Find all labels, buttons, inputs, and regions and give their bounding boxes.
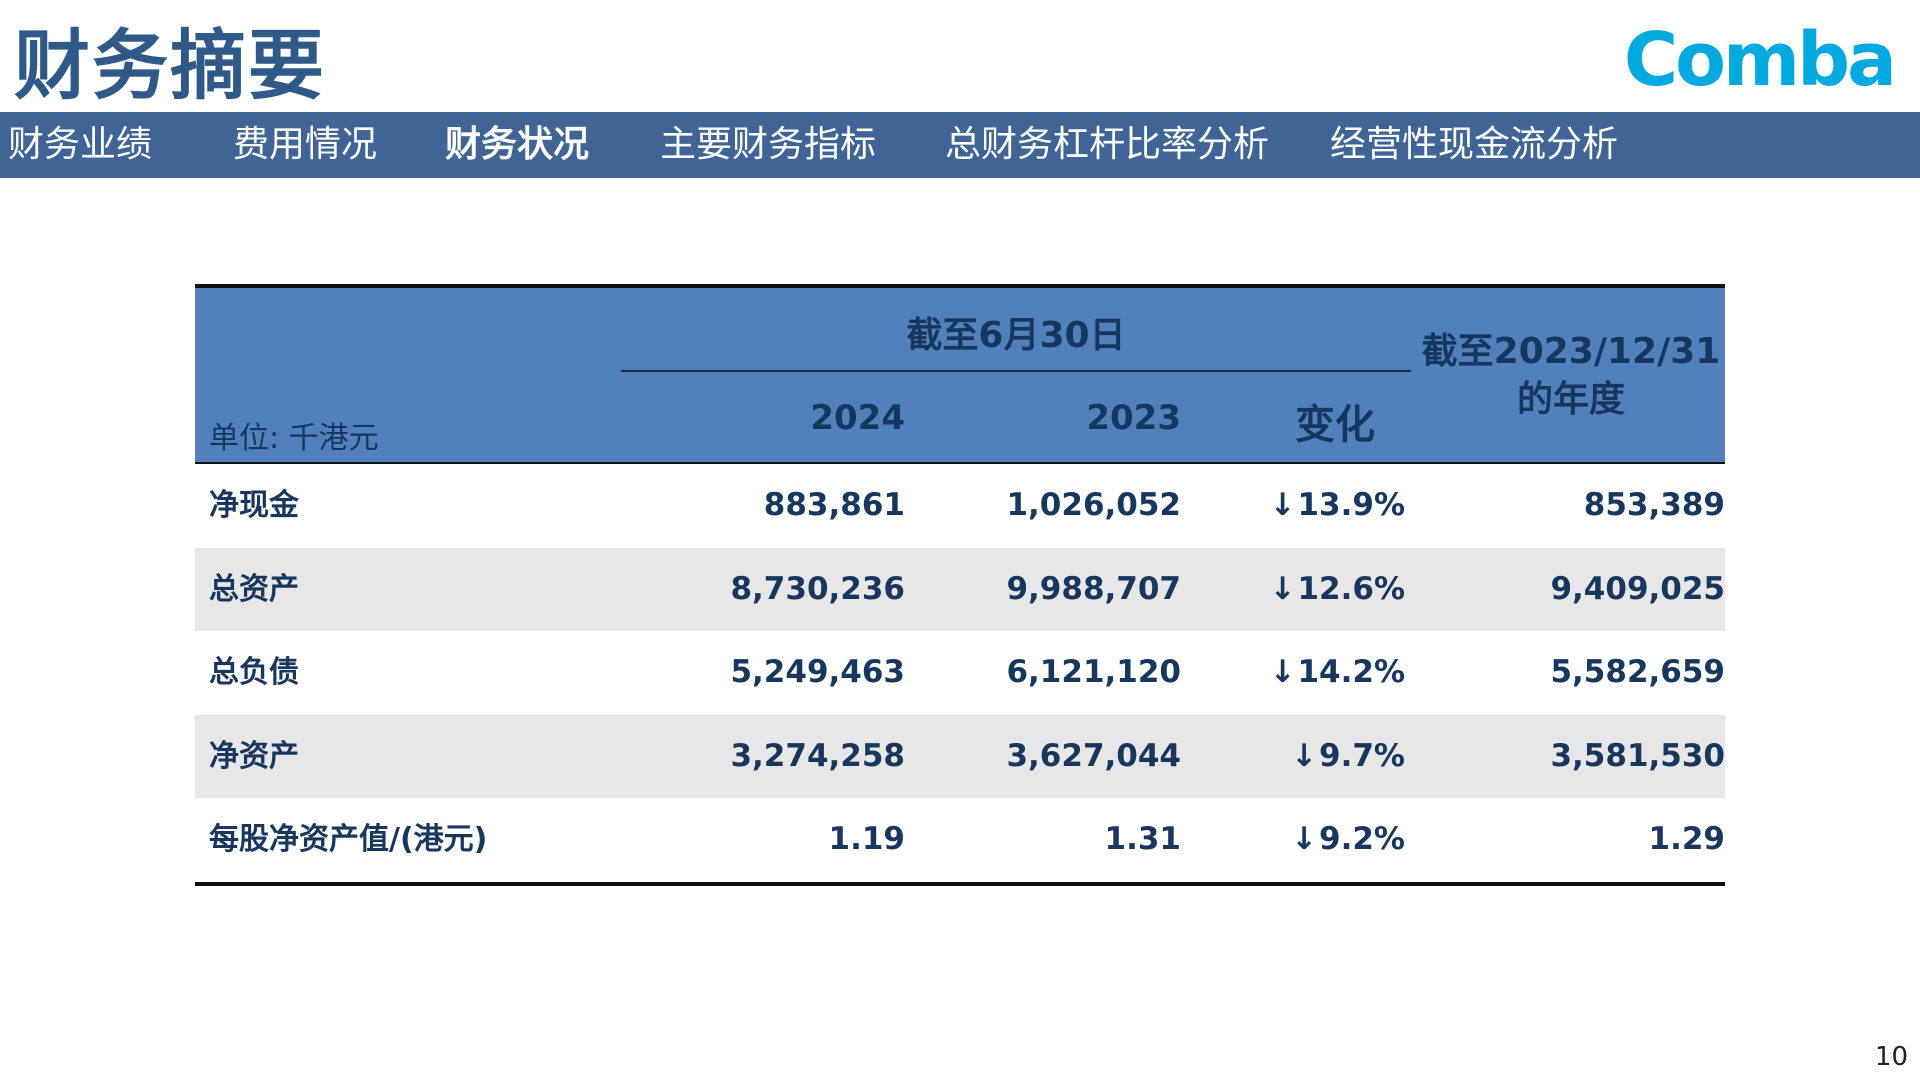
nav-tab-key-indicators[interactable]: 主要财务指标 [660,124,877,165]
table-bottom-border [195,881,1725,886]
down-arrow-icon: ↓ [1269,570,1296,607]
down-arrow-icon: ↓ [1269,487,1296,523]
nav-tab-expenses[interactable]: 费用情况 [233,124,378,165]
cell-change: ↓13.9% [1145,464,1405,548]
nav-tab-financial-results[interactable]: 财务业绩 [8,124,153,165]
change-value: 9.2% [1319,821,1405,857]
cell-change: ↓14.2% [1145,631,1405,715]
group-header-divider [621,370,1411,372]
page-number: 10 [1874,1042,1908,1072]
change-value: 9.7% [1319,737,1405,774]
row-label: 总资产 [209,571,299,607]
nav-tab-financial-position[interactable]: 财务状况 [445,124,590,165]
table-header: 截至6月30日 2024 2023 变化 截至2023/12/31的年度 单位:… [195,284,1725,464]
comba-logo: Comba [1623,17,1897,103]
cell-annual: 1.29 [1648,821,1726,857]
table-row: 总负债 5,249,463 6,121,120 ↓14.2% 5,582,659 [195,631,1725,715]
table-row: 总资产 8,730,236 9,988,707 ↓12.6% 9,409,025 [195,547,1725,632]
row-label: 净现金 [209,488,299,523]
cell-annual: 3,581,530 [1550,737,1725,774]
col-header-annual-2023: 截至2023/12/31的年度 [1421,331,1721,420]
cell-change: ↓9.7% [1145,715,1405,799]
change-value: 14.2% [1297,654,1405,690]
table-row: 净资产 3,274,258 3,627,044 ↓9.7% 3,581,530 [195,714,1725,799]
cell-change: ↓9.2% [1145,798,1405,882]
nav-tab-leverage-analysis[interactable]: 总财务杠杆比率分析 [945,124,1270,165]
nav-tab-cashflow-analysis[interactable]: 经营性现金流分析 [1330,124,1619,165]
col-header-change: 变化 [1295,402,1375,448]
unit-label: 单位: 千港元 [209,421,379,456]
cell-2023: 3,627,044 [1006,737,1181,774]
cell-2023: 9,988,707 [1006,570,1181,607]
row-label: 净资产 [209,738,299,774]
table-row: 净现金 883,861 1,026,052 ↓13.9% 853,389 [195,464,1725,548]
cell-2023: 1,026,052 [1006,487,1181,523]
col-header-2024: 2024 [810,398,905,438]
cell-annual: 853,389 [1583,487,1725,523]
down-arrow-icon: ↓ [1291,737,1318,774]
row-label: 每股净资产值/(港元) [209,822,488,857]
cell-annual: 5,582,659 [1550,654,1725,690]
financial-position-table: 截至6月30日 2024 2023 变化 截至2023/12/31的年度 单位:… [195,284,1725,886]
cell-2024: 8,730,236 [730,570,905,607]
cell-change: ↓12.6% [1145,548,1405,632]
down-arrow-icon: ↓ [1269,654,1296,690]
down-arrow-icon: ↓ [1291,821,1318,857]
change-value: 12.6% [1297,570,1405,607]
row-label: 总负债 [209,655,299,690]
cell-2024: 3,274,258 [730,737,905,774]
col-header-2023: 2023 [1086,398,1181,438]
page-title: 财务摘要 [14,21,326,110]
cell-annual: 9,409,025 [1550,570,1725,607]
cell-2024: 883,861 [763,487,905,523]
group-header-as-of-june-30: 截至6月30日 [906,315,1126,356]
change-value: 13.9% [1297,487,1405,523]
table-row: 每股净资产值/(港元) 1.19 1.31 ↓9.2% 1.29 [195,798,1725,882]
cell-2023: 1.31 [1104,821,1182,857]
cell-2023: 6,121,120 [1006,654,1181,690]
section-nav: 财务业绩 费用情况 财务状况 主要财务指标 总财务杠杆比率分析 经营性现金流分析 [0,112,1920,178]
cell-2024: 5,249,463 [730,654,905,690]
cell-2024: 1.19 [828,821,906,857]
